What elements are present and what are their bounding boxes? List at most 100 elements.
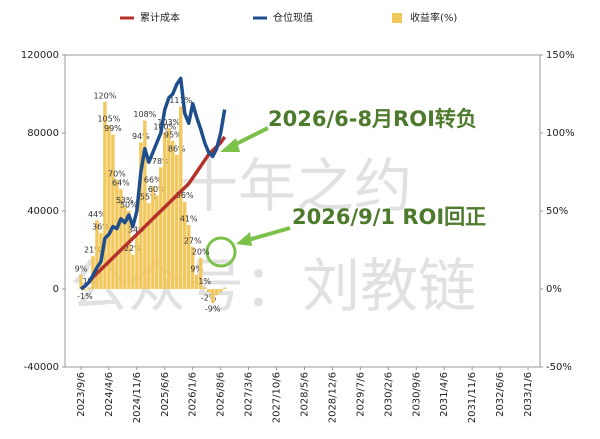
data-label: 20% [192, 247, 210, 256]
x-tick-label: 2028/12/6 [327, 372, 338, 423]
data-label: 56% [176, 191, 194, 200]
bar [214, 289, 219, 296]
bar [151, 186, 155, 289]
x-tick-label: 2030/2/6 [383, 372, 394, 417]
bar [203, 287, 207, 289]
line [79, 76, 227, 291]
legend-label: 收益率(%) [410, 11, 457, 24]
y-tick-label: 120000 [21, 50, 59, 61]
data-label: 36% [92, 222, 110, 231]
data-label: 117% [169, 96, 192, 105]
line [79, 135, 227, 291]
y-tick-label: 0 [53, 284, 59, 295]
data-label: 108% [133, 110, 156, 119]
data-label: 9% [75, 264, 88, 273]
x-tick-label: 2032/6/6 [495, 372, 506, 417]
x-tick-label: 2026/1/6 [188, 372, 199, 417]
y2-tick-label: 0% [546, 284, 562, 295]
data-label: 78% [152, 157, 170, 166]
data-label: 1% [198, 277, 211, 286]
legend-label: 累计成本 [140, 11, 180, 24]
legend-label: 仓位现值 [273, 11, 313, 24]
bar [119, 189, 123, 289]
data-label: 34% [128, 225, 146, 234]
bar [115, 179, 119, 289]
x-tick-label: 2024/4/6 [104, 372, 115, 417]
data-label: -2% [201, 294, 217, 303]
bar [103, 101, 107, 289]
y-tick-label: 80000 [27, 128, 59, 139]
legend: 累计成本 仓位现值 收益率(%) [120, 11, 457, 24]
bar [175, 154, 179, 289]
bar [206, 289, 211, 293]
x-tick-label: 2031/4/6 [439, 372, 450, 417]
bar [159, 167, 163, 289]
annotation: 2026/9/1 ROI回正 [292, 205, 486, 229]
data-label: 60% [148, 185, 166, 194]
y2-tick-label: 150% [546, 50, 575, 61]
x-tick-label: 2033/1/6 [523, 372, 534, 417]
data-label: -9% [205, 305, 221, 314]
bar [83, 289, 87, 291]
bar [167, 128, 171, 289]
bar [187, 225, 191, 289]
x-tick-label: 2030/9/6 [411, 372, 422, 417]
y-tick-label: 40000 [27, 206, 59, 217]
data-label: 41% [180, 215, 198, 224]
bar [147, 203, 151, 289]
data-label: 105% [97, 115, 120, 124]
watermark: 十年之约 [180, 152, 412, 220]
bar [218, 289, 223, 293]
bar [111, 134, 115, 289]
bar [171, 140, 175, 289]
x-tick-label: 2026/8/6 [216, 372, 227, 417]
bar [191, 246, 195, 289]
bar [195, 274, 199, 289]
watermark: 公众号：刘教链 [70, 252, 476, 320]
bar [183, 201, 187, 289]
bar [179, 106, 183, 289]
data-label: 95% [164, 130, 182, 139]
data-label: 22% [124, 244, 142, 253]
data-label: 100% [153, 123, 176, 132]
bar [131, 254, 135, 289]
legend-swatch [392, 13, 402, 23]
y-tick-label: -40000 [24, 362, 59, 373]
bar [163, 133, 167, 289]
data-label: 55% [140, 193, 158, 202]
bar [139, 142, 143, 289]
data-label: 53% [116, 196, 134, 205]
x-tick-label: 2027/3/6 [244, 372, 255, 417]
y2-tick-label: -50% [546, 362, 572, 373]
x-tick-label: 2023/9/6 [76, 372, 87, 417]
data-label: 27% [184, 236, 202, 245]
data-label: 120% [93, 91, 116, 100]
x-tick-label: 2028/5/6 [299, 372, 310, 417]
y2-tick-label: 100% [546, 128, 575, 139]
data-label: -1% [77, 292, 93, 301]
x-tick-label: 2031/11/6 [467, 372, 478, 423]
data-label: 70% [108, 169, 126, 178]
bar [127, 211, 131, 289]
x-tick-label: 2025/6/6 [160, 372, 171, 417]
bar [107, 125, 111, 289]
data-label: 103% [157, 118, 180, 127]
data-label: 21% [84, 246, 102, 255]
bar [79, 274, 83, 289]
bar [199, 257, 203, 289]
data-label: 66% [144, 176, 162, 185]
bar [143, 120, 147, 290]
bar [155, 195, 159, 289]
bar [210, 289, 215, 304]
annotation: 2026/6-8月ROI转负 [268, 107, 477, 131]
data-label: 99% [104, 124, 122, 133]
x-tick-label: 2027/10/6 [272, 372, 283, 423]
y2-tick-label: 50% [546, 206, 568, 217]
bar [87, 287, 91, 289]
data-label: 94% [132, 132, 150, 141]
x-tick-label: 2029/7/6 [355, 372, 366, 417]
data-label: 50% [120, 201, 138, 210]
data-label: 44% [88, 210, 106, 219]
data-label: 86% [168, 144, 186, 153]
